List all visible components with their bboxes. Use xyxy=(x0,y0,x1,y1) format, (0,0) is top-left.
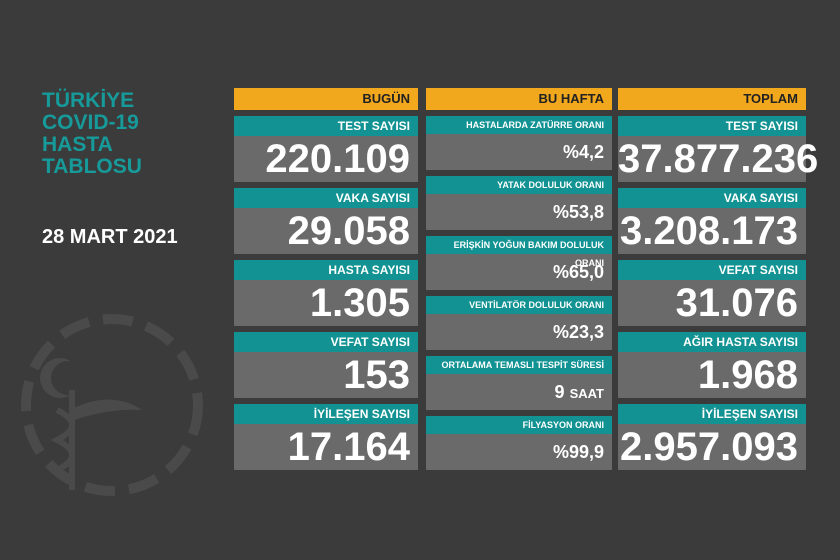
stat-label: HASTA SAYISI xyxy=(234,260,418,280)
stat-card: TEST SAYISI 220.109 xyxy=(234,116,418,182)
column: BU HAFTA HASTALARDA ZATÜRRE ORANI %4,2 YATA… xyxy=(426,88,612,488)
stat-card: YATAK DOLULUK ORANI %53,8 xyxy=(426,176,612,230)
stat-card: VAKA SAYISI 29.058 xyxy=(234,188,418,254)
stat-label: AĞIR HASTA SAYISI xyxy=(618,332,806,352)
stat-value: 31.076 xyxy=(618,280,806,326)
stat-card: AĞIR HASTA SAYISI 1.968 xyxy=(618,332,806,398)
stat-card: İYİLEŞEN SAYISI 2.957.093 xyxy=(618,404,806,470)
stat-card: FİLYASYON ORANI %99,9 xyxy=(426,416,612,470)
value-text: %23,3 xyxy=(552,322,604,342)
value-text: 31.076 xyxy=(675,281,798,325)
stat-card: TEST SAYISI 37.877.236 xyxy=(618,116,818,182)
value-text: 9 xyxy=(554,382,565,402)
stat-card: ERİŞKİN YOĞUN BAKIM DOLULUK ORANI%65,0 xyxy=(426,236,612,290)
value-text: 153 xyxy=(343,353,410,397)
stat-label: VEFAT SAYISI xyxy=(618,260,806,280)
date: 28 MART 2021 xyxy=(42,226,178,248)
stat-value: 2.957.093 xyxy=(618,424,806,470)
value-text: %65,0 xyxy=(552,262,604,282)
stat-label: FİLYASYON ORANI xyxy=(426,416,612,434)
stat-label: ORTALAMA TEMASLI TESPİT SÜRESİ xyxy=(426,356,612,374)
stat-card: VENTİLATÖR DOLULUK ORANI %23,3 xyxy=(426,296,612,350)
stat-label: VAKA SAYISI xyxy=(618,188,806,208)
stat-label: HASTALARDA ZATÜRRE ORANI xyxy=(426,116,612,134)
value-text: 17.164 xyxy=(287,425,410,469)
stat-label: VEFAT SAYISI xyxy=(234,332,418,352)
stat-value: %4,2 xyxy=(426,134,612,170)
title-line: TÜRKİYE xyxy=(42,89,135,112)
stat-value: 220.109 xyxy=(234,136,418,182)
value-text: 1.968 xyxy=(697,353,798,397)
value-text: 2.957.093 xyxy=(620,425,798,469)
value-text: 37.877.236 xyxy=(618,137,819,181)
stat-value: 1.968 xyxy=(618,352,806,398)
stat-label: İYİLEŞEN SAYISI xyxy=(234,404,418,424)
stat-value: %23,3 xyxy=(426,314,612,350)
value-text: %53,8 xyxy=(552,202,604,222)
stat-label: YATAK DOLULUK ORANI xyxy=(426,176,612,194)
stat-label: ERİŞKİN YOĞUN BAKIM DOLULUK ORANI xyxy=(426,236,612,268)
title-line: HASTA xyxy=(42,133,113,156)
stat-card: VEFAT SAYISI 31.076 xyxy=(618,260,806,326)
title-line: TABLOSU xyxy=(42,155,142,178)
stat-value: %65,0 xyxy=(426,254,612,290)
stat-value: 1.305 xyxy=(234,280,418,326)
emblem-crescent-cut xyxy=(51,361,85,395)
emblem xyxy=(21,314,203,496)
stat-value: 3.208.173 xyxy=(618,208,806,254)
stat-label: İYİLEŞEN SAYISI xyxy=(618,404,806,424)
stat-value: 9 SAAT xyxy=(426,374,612,410)
stat-value: %99,9 xyxy=(426,434,612,470)
value-text: 29.058 xyxy=(287,209,410,253)
stat-card: VEFAT SAYISI 153 xyxy=(234,332,418,398)
title: TÜRKİYE COVID-19 HASTA TABLOSU xyxy=(42,90,142,178)
stat-card: ORTALAMA TEMASLI TESPİT SÜRESİ 9 SAAT xyxy=(426,356,612,410)
title-line: COVID-19 xyxy=(42,111,139,134)
emblem-ring xyxy=(21,314,203,496)
stat-card: HASTA SAYISI 1.305 xyxy=(234,260,418,326)
emblem-staff xyxy=(50,390,75,490)
column: BUGÜN TEST SAYISI 220.109 VAKA SAYISI 29.058… xyxy=(234,88,418,488)
column: TOPLAM TEST SAYISI 37.877.236 VAKA SAYISI 3.… xyxy=(618,88,818,488)
stat-card: VAKA SAYISI 3.208.173 xyxy=(618,188,806,254)
column-header: BUGÜN xyxy=(234,88,418,110)
stat-label: VAKA SAYISI xyxy=(234,188,418,208)
value-text: 1.305 xyxy=(309,281,410,325)
value-text: 3.208.173 xyxy=(620,209,798,253)
column-header: TOPLAM xyxy=(618,88,806,110)
stat-label: TEST SAYISI xyxy=(618,116,806,136)
stat-value: 37.877.236 xyxy=(618,136,818,182)
emblem-wing xyxy=(74,399,142,420)
stat-card: İYİLEŞEN SAYISI 17.164 xyxy=(234,404,418,470)
stat-value: %53,8 xyxy=(426,194,612,230)
stat-card: HASTALARDA ZATÜRRE ORANI %4,2 xyxy=(426,116,612,170)
stat-value: 29.058 xyxy=(234,208,418,254)
value-text: %4,2 xyxy=(562,142,604,162)
value-text: 220.109 xyxy=(265,137,410,181)
stat-value: 153 xyxy=(234,352,418,398)
column-header: BU HAFTA xyxy=(426,88,612,110)
value-text: %99,9 xyxy=(552,442,604,462)
value-unit: SAAT xyxy=(569,386,604,401)
stat-label: TEST SAYISI xyxy=(234,116,418,136)
stat-value: 17.164 xyxy=(234,424,418,470)
stat-label: VENTİLATÖR DOLULUK ORANI xyxy=(426,296,612,314)
